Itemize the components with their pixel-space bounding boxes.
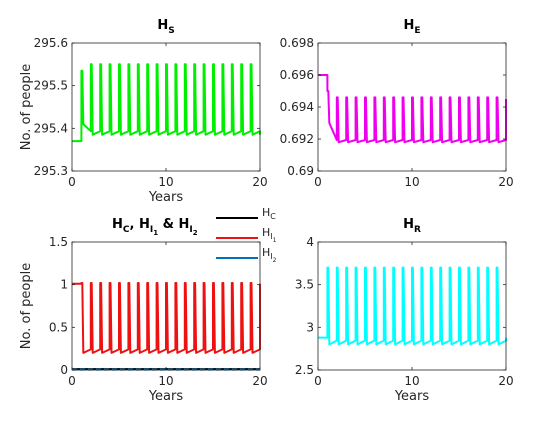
y-axis-label: No. of people (19, 263, 34, 349)
y-axis-label: No. of people (19, 64, 34, 150)
x-tick-label: 10 (158, 175, 173, 189)
x-tick-label: 20 (498, 175, 513, 189)
y-tick-label: 2.5 (295, 363, 314, 377)
y-tick-label: 1 (60, 278, 68, 292)
x-tick-label: 0 (314, 374, 322, 388)
y-tick-label: 295.4 (34, 121, 68, 135)
x-tick-label: 10 (404, 374, 419, 388)
legend-label: HI1 (262, 226, 277, 244)
x-axis-label: Years (148, 190, 184, 205)
y-tick-label: 0.692 (280, 132, 314, 146)
y-tick-label: 0.69 (287, 164, 314, 178)
x-tick-label: 0 (68, 374, 76, 388)
chart-title: HE (403, 18, 420, 36)
legend-label: HC (262, 206, 276, 221)
y-tick-label: 0 (60, 363, 68, 377)
y-tick-label: 0.5 (49, 320, 68, 334)
legend-label: HI2 (262, 246, 277, 264)
y-tick-label: 3.5 (295, 278, 314, 292)
subplot-1: 0 10 20 295.3 295.4 295.5 295.6 Years No. of peo… (19, 18, 268, 205)
y-tick-label: 0.696 (280, 68, 314, 82)
y-tick-label: 295.6 (34, 36, 68, 50)
y-tick-label: 1.5 (49, 235, 68, 249)
subplot-3: 0 10 20 0 0.5 1 1.5 Years No. of people HC, HI1 &… (19, 206, 277, 404)
chart-title: HC, HI1 & HI2 (112, 217, 198, 237)
x-axis-label: Years (148, 389, 184, 404)
x-tick-label: 20 (498, 374, 513, 388)
y-tick-label: 295.5 (34, 79, 68, 93)
series-line-1 (72, 282, 261, 354)
x-tick-label: 10 (404, 175, 419, 189)
y-tick-label: 0.694 (280, 100, 314, 114)
x-tick-label: 10 (158, 374, 173, 388)
x-tick-label: 0 (68, 175, 76, 189)
chart-title: HR (403, 217, 421, 235)
y-tick-label: 0.698 (280, 36, 314, 50)
series-line-1 (318, 266, 507, 346)
y-tick-label: 3 (306, 320, 314, 334)
y-tick-label: 4 (306, 235, 314, 249)
x-tick-label: 20 (252, 175, 267, 189)
subplot-4: 0 10 20 2.5 3 3.5 4 Years HR (295, 217, 514, 404)
chart-title: HS (157, 18, 174, 36)
x-axis-label: Years (394, 389, 430, 404)
series-line-1 (318, 74, 507, 144)
y-tick-label: 295.3 (34, 164, 68, 178)
x-tick-label: 20 (252, 374, 267, 388)
series-line-1 (72, 63, 261, 143)
subplot-2: 0 10 20 0.69 0.692 0.694 0.696 0.698 HE (280, 18, 514, 189)
x-tick-label: 0 (314, 175, 322, 189)
legend: HC HI1 HI2 (216, 206, 277, 264)
